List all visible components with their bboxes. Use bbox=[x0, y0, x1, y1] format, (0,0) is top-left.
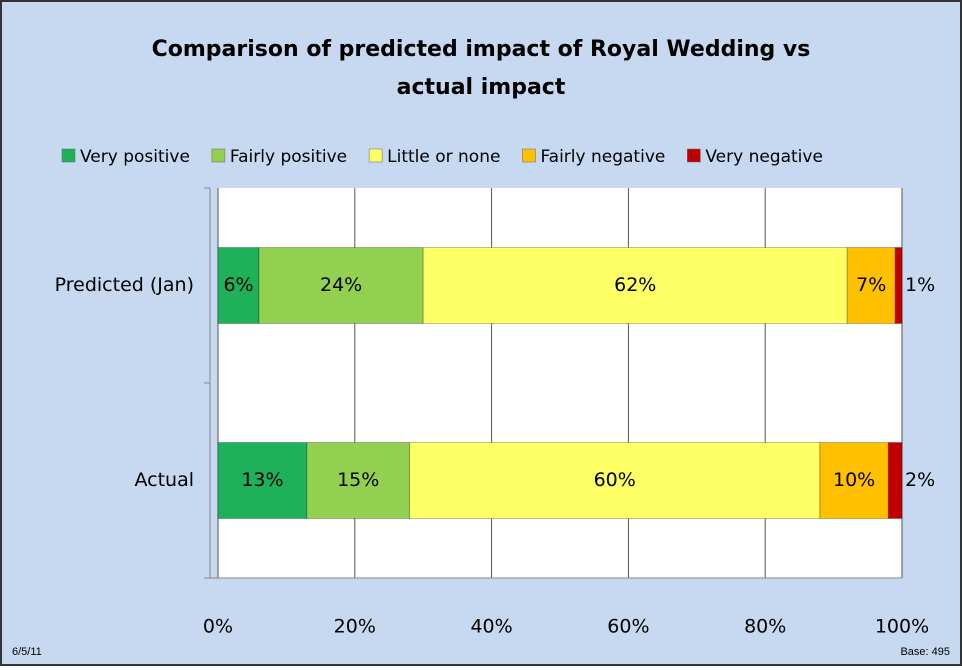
bar-segment bbox=[819, 442, 889, 519]
bar-segment bbox=[217, 442, 308, 519]
legend-label: Little or none bbox=[387, 147, 500, 167]
legend-swatch bbox=[211, 148, 226, 163]
bar-segment bbox=[306, 442, 411, 519]
footer-date: 6/5/11 bbox=[12, 646, 42, 658]
plot-area bbox=[218, 188, 902, 578]
data-label: 7% bbox=[856, 274, 886, 296]
y-tick-label: Actual bbox=[134, 469, 194, 491]
data-label: 6% bbox=[223, 274, 253, 296]
y-tick-label: Predicted (Jan) bbox=[55, 274, 194, 296]
x-tick-label: 20% bbox=[334, 616, 376, 638]
legend-label: Very negative bbox=[705, 147, 823, 167]
bar-segment bbox=[258, 247, 424, 324]
x-tick-label: 60% bbox=[607, 616, 649, 638]
bar-segment bbox=[217, 247, 260, 324]
data-label: 1% bbox=[905, 274, 935, 296]
x-tick-label: 100% bbox=[875, 616, 929, 638]
legend-swatch bbox=[368, 148, 383, 163]
data-label: 10% bbox=[833, 469, 875, 491]
data-label: 62% bbox=[614, 274, 656, 296]
x-tick-label: 80% bbox=[744, 616, 786, 638]
legend-swatch bbox=[522, 148, 536, 163]
data-label: 60% bbox=[594, 469, 636, 491]
legend-label: Fairly negative bbox=[540, 147, 665, 167]
bar-segment bbox=[422, 247, 848, 324]
legend-swatch bbox=[61, 148, 76, 163]
bar-segment bbox=[894, 247, 903, 324]
bar-segment bbox=[887, 442, 903, 519]
data-label: 15% bbox=[337, 469, 379, 491]
data-label: 24% bbox=[320, 274, 362, 296]
legend-label: Fairly positive bbox=[230, 147, 347, 167]
data-label: 13% bbox=[241, 469, 283, 491]
chart-title: Comparison of predicted impact of Royal … bbox=[152, 37, 811, 100]
x-tick-label: 0% bbox=[203, 616, 233, 638]
bar-segment bbox=[409, 442, 821, 519]
x-tick-label: 40% bbox=[470, 616, 512, 638]
legend-swatch bbox=[687, 148, 701, 163]
footer-base: Base: 495 bbox=[900, 646, 950, 658]
legend-label: Very positive bbox=[80, 147, 190, 167]
data-label: 2% bbox=[905, 469, 935, 491]
